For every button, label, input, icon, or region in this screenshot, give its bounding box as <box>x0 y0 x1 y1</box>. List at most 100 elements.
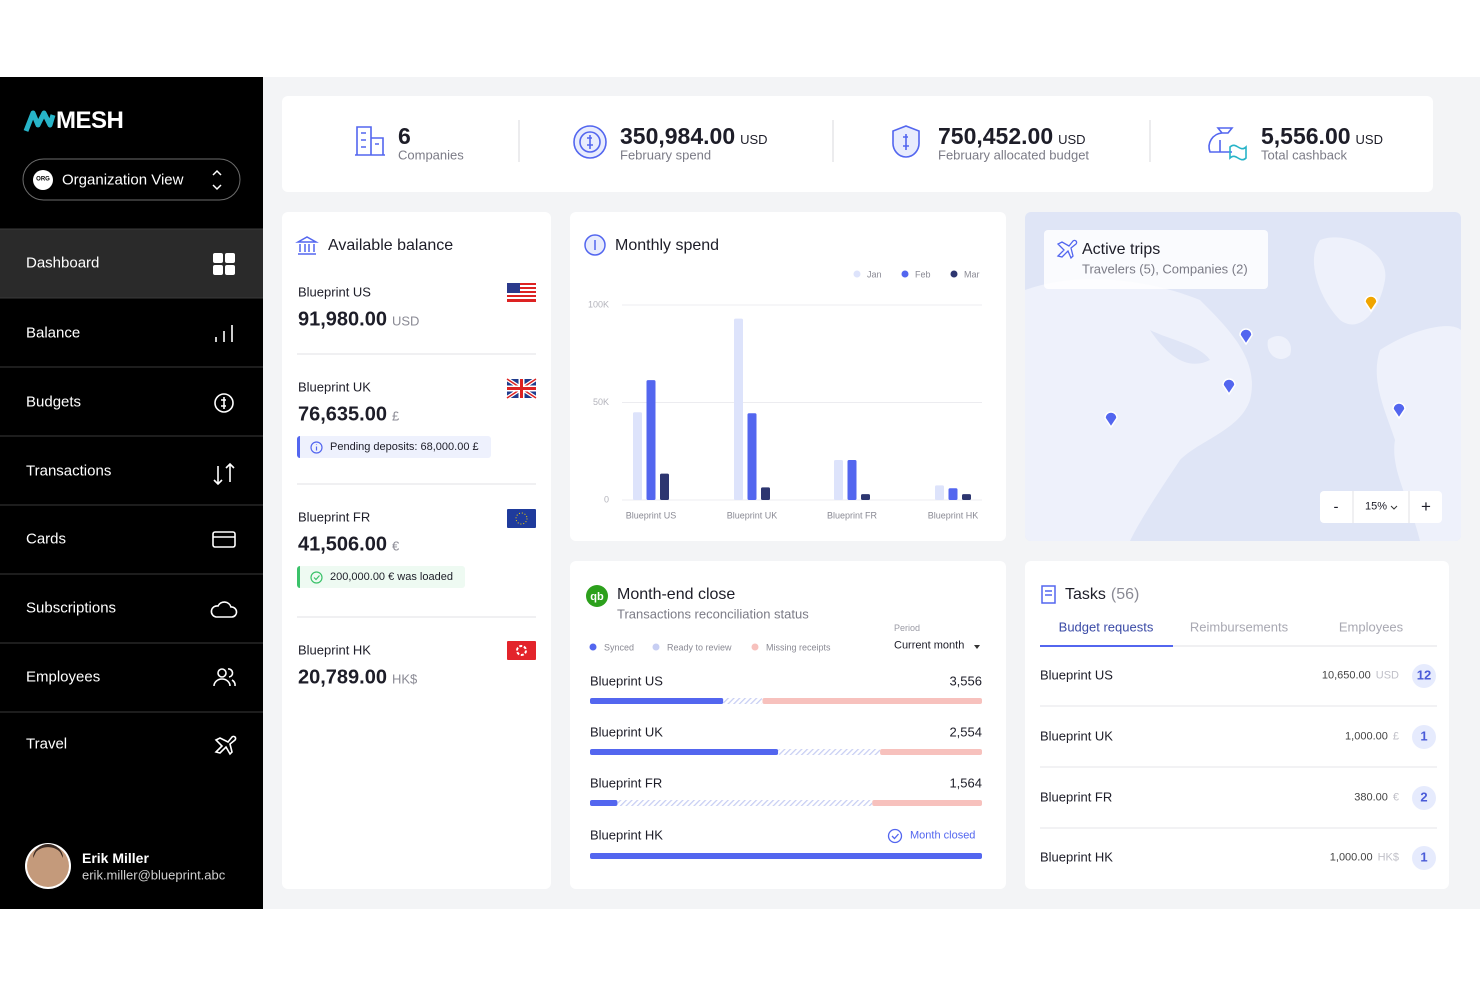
currency: € <box>1392 791 1399 804</box>
period-caret <box>974 645 980 649</box>
task-amount: 1,000.00 HK$ <box>1330 852 1399 865</box>
map <box>1376 326 1461 541</box>
balance-separators <box>297 353 536 618</box>
tab[interactable]: Budget requests <box>1058 619 1154 635</box>
bank-icon <box>295 236 319 255</box>
period-select[interactable]: Current month <box>894 639 965 652</box>
account-currency: £ <box>391 408 400 424</box>
flag-eu <box>507 509 536 528</box>
map <box>1044 230 1268 289</box>
legend-label: Missing receipts <box>766 642 831 652</box>
count: 12 <box>1416 667 1432 683</box>
flag-us <box>507 287 536 289</box>
task-count: (56) <box>1110 585 1140 603</box>
progress-segment <box>590 800 618 806</box>
nav-separators <box>0 228 263 713</box>
bar <box>761 487 770 500</box>
bar <box>847 460 857 500</box>
org-view[interactable]: Organization View <box>62 171 184 189</box>
card-title: Monthly spend <box>615 236 720 254</box>
nav-item[interactable]: Balance <box>26 324 81 342</box>
nav-item[interactable]: Subscriptions <box>26 599 117 617</box>
tab[interactable]: Employees <box>1338 619 1404 635</box>
icon-dashboard <box>225 265 235 275</box>
amount: 1,000.00 <box>1329 851 1373 864</box>
icon-dashboard <box>225 253 235 263</box>
legend-swatch <box>589 643 597 651</box>
flag-hk <box>507 641 536 660</box>
note: 200,000.00 € was loaded <box>297 566 465 588</box>
nav-item[interactable]: Budgets <box>26 393 82 411</box>
task-amount: 1,000.00 £ <box>1345 731 1399 744</box>
status-check <box>891 833 899 840</box>
cards <box>570 212 1006 541</box>
org-button[interactable] <box>22 158 241 201</box>
bar <box>734 318 743 500</box>
account-amount: 91,980.00 <box>298 308 387 331</box>
cards <box>1025 561 1449 889</box>
nav-icons <box>217 668 227 678</box>
zoom-in[interactable]: + <box>1421 497 1431 517</box>
stat-label: February spend <box>620 147 712 163</box>
stat-value: 750,452.00 <box>938 122 1054 149</box>
progress-segment <box>617 800 873 806</box>
icon-dashboard <box>213 253 235 275</box>
legend-swatch <box>853 270 861 278</box>
task-amount: 380.00 € <box>1354 792 1399 805</box>
account-name: Blueprint HK <box>298 642 371 658</box>
flag-uk <box>505 377 538 400</box>
account-amount: 20,789.00 <box>298 666 387 689</box>
stat-dividers <box>518 120 1151 162</box>
legend-label: Feb <box>915 269 931 279</box>
progress-segment <box>590 698 724 704</box>
tab[interactable]: Reimbursements <box>1189 619 1289 635</box>
flag-us <box>507 283 536 302</box>
chevron <box>212 169 222 191</box>
progress-segment <box>590 749 779 755</box>
zoom-level[interactable]: 15% <box>1364 500 1388 513</box>
x-tick-label: Blueprint FR <box>827 510 878 520</box>
map <box>1320 491 1442 523</box>
map <box>1392 402 1406 420</box>
account-balance: 20,789.00 HK$ <box>298 667 417 690</box>
card-title: Tasks <box>1065 585 1106 603</box>
legend-label: Synced <box>604 642 634 652</box>
nav-icons <box>210 325 238 756</box>
nav-item[interactable]: Dashboard <box>26 254 100 272</box>
flag-eu <box>515 512 528 525</box>
nav-icons <box>213 462 235 486</box>
map <box>1104 295 1406 429</box>
stat: 5,556.00 USD <box>1261 123 1383 149</box>
flag-uk <box>507 379 536 398</box>
stat-label: Companies <box>398 147 464 163</box>
account-name: Blueprint FR <box>298 509 371 525</box>
nav-item[interactable]: Transactions <box>26 462 112 480</box>
stat-icons <box>355 125 1247 161</box>
nav-icons <box>214 735 237 756</box>
company-name: Blueprint FR <box>1040 789 1113 805</box>
bar <box>935 485 944 500</box>
card-subtitle: Transactions reconciliation status <box>617 606 809 622</box>
note-icon <box>310 440 323 454</box>
card-title: Active trips <box>1082 240 1161 258</box>
card-title: Available balance <box>328 236 454 254</box>
nav-item[interactable]: Cards <box>26 530 67 548</box>
legend-label: Jan <box>867 269 882 279</box>
stat-label: February allocated budget <box>938 147 1090 163</box>
map <box>1025 212 1461 541</box>
nav-item[interactable]: Employees <box>26 668 101 686</box>
zoom-out[interactable]: - <box>1333 498 1339 516</box>
account-amount: 41,506.00 <box>298 533 387 556</box>
note-icon <box>310 570 323 584</box>
progress-segment <box>723 698 763 704</box>
cards <box>282 96 1449 889</box>
y-tick-label: 100K <box>588 299 609 309</box>
stat-label: Total cashback <box>1261 147 1347 163</box>
flag-hk <box>507 641 536 660</box>
nav-item[interactable]: Travel <box>26 735 68 753</box>
flag-hk <box>516 645 527 656</box>
user-email: erik.miller@blueprint.abc <box>82 867 226 883</box>
flag-us <box>507 295 536 297</box>
